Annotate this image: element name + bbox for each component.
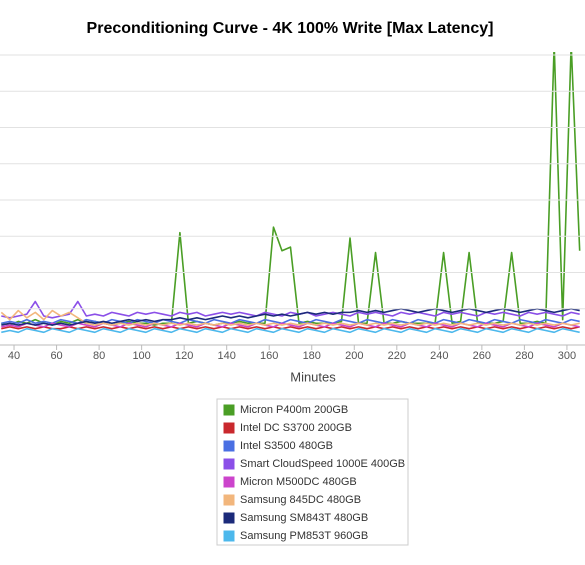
plot-area: [0, 52, 581, 334]
legend-swatch: [222, 511, 236, 525]
x-tick-label: 280: [515, 350, 533, 362]
x-tick-label: 300: [558, 350, 576, 362]
legend-label: Micron P400m 200GB: [240, 404, 348, 416]
x-tick-label: 200: [345, 350, 363, 362]
legend-swatch: [222, 529, 236, 543]
x-tick-label: 260: [473, 350, 491, 362]
x-tick-label: 120: [175, 350, 193, 362]
legend-label: Samsung PM853T 960GB: [240, 530, 368, 542]
x-axis-title: Minutes: [290, 369, 336, 384]
legend-swatch: [222, 439, 236, 453]
legend-label: Micron M500DC 480GB: [240, 476, 357, 488]
x-tick-label: 60: [50, 350, 62, 362]
series-line: [0, 309, 580, 326]
legend-swatch: [222, 457, 236, 471]
x-tick-label: 160: [260, 350, 278, 362]
series-line: [1, 52, 581, 326]
series-line: [1, 307, 580, 326]
legend-label: Intel DC S3700 200GB: [240, 422, 352, 434]
chart-title: Preconditioning Curve - 4K 100% Write [M…: [87, 20, 494, 37]
legend-swatch: [222, 421, 236, 435]
x-tick-label: 180: [303, 350, 321, 362]
x-tick-label: 40: [8, 350, 20, 362]
legend-swatch: [222, 403, 236, 417]
legend-label: Samsung SM843T 480GB: [240, 512, 368, 524]
legend-label: Samsung 845DC 480GB: [240, 494, 361, 506]
x-tick-label: 100: [132, 350, 150, 362]
series-line: [1, 326, 580, 330]
legend-label: Smart CloudSpeed 1000E 400GB: [240, 458, 405, 470]
legend-label: Intel S3500 480GB: [240, 440, 333, 452]
x-tick-label: 140: [218, 350, 236, 362]
series-line: [1, 300, 580, 319]
legend-box: [216, 398, 409, 546]
x-tick-label: 80: [93, 350, 105, 362]
legend-swatch: [222, 475, 236, 489]
x-tick-label: 240: [430, 350, 448, 362]
legend-swatch: [222, 493, 236, 507]
series-line: [1, 327, 580, 334]
x-tick-label: 220: [388, 350, 406, 362]
